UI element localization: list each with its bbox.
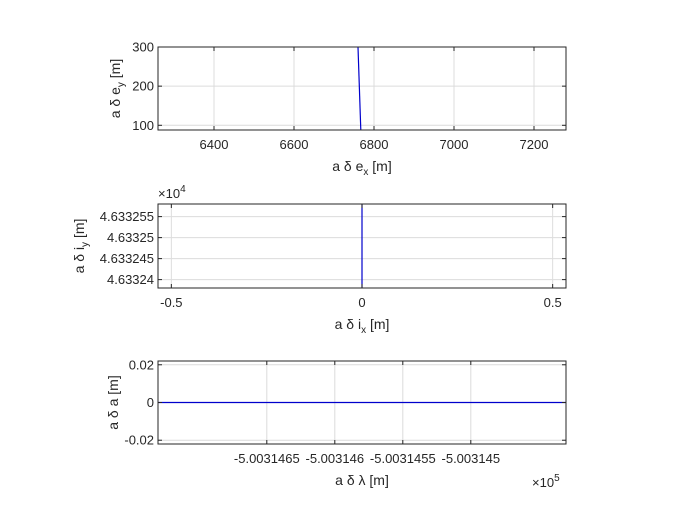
x-tick-label: 6600 <box>280 137 309 152</box>
x-tick-label: 6400 <box>200 137 229 152</box>
x-tick-label: -5.003145 <box>442 451 501 466</box>
y-tick-label: 4.633245 <box>100 251 154 266</box>
subplot-3: -5.0031465 -5.003146 -5.0031455 -5.003145 -0… <box>105 357 567 490</box>
x-tick-label: -5.0031465 <box>234 451 300 466</box>
series-line <box>357 46 362 131</box>
axes-frame <box>157 46 567 131</box>
x-tick-label: 0 <box>358 295 365 310</box>
x-axis-label: a δ ix [m] <box>335 316 390 336</box>
x-tick-label: 0.5 <box>544 295 562 310</box>
y-tick-label: 4.63325 <box>107 230 154 245</box>
y-tick-label: 4.633255 <box>100 209 154 224</box>
subplot-2: -0.5 0 0.5 4.63324 4.633245 4.63325 4.633255 a … <box>71 184 567 336</box>
y-tick-label: 0.02 <box>129 357 154 372</box>
y-tick-label: 100 <box>132 118 154 133</box>
y-axis-label: a δ ey [m] <box>107 59 127 119</box>
x-tick-label: 7200 <box>520 137 549 152</box>
x-axis-label: a δ λ [m] <box>335 472 389 488</box>
y-tick-label: 4.63324 <box>107 272 154 287</box>
x-tick-label: -5.0031455 <box>370 451 436 466</box>
x-axis-label: a δ ex [m] <box>332 158 392 178</box>
y-axis-label: a δ a [m] <box>105 375 121 430</box>
x-tick-label: 7000 <box>440 137 469 152</box>
x-tick-label: -0.5 <box>160 295 182 310</box>
y-tick-label: 0 <box>147 395 154 410</box>
y-axis-label: a δ iy [m] <box>71 219 91 274</box>
y-tick-label: 200 <box>132 79 154 94</box>
subplot-1: 6400 6600 6800 7000 7200 100 200 300 a δ ex [m] a… <box>107 40 567 178</box>
y-tick-label: 300 <box>132 40 154 55</box>
axis-exponent: ×105 <box>532 473 560 490</box>
x-tick-label: 6800 <box>360 137 389 152</box>
axis-exponent: ×104 <box>158 184 186 201</box>
x-tick-label: -5.003146 <box>306 451 365 466</box>
y-tick-label: -0.02 <box>124 433 154 448</box>
